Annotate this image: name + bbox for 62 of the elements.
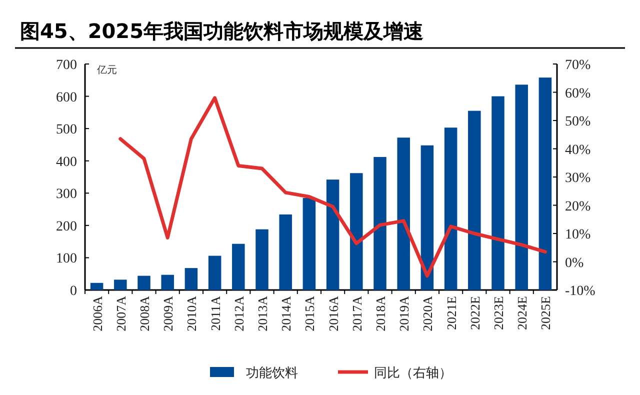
bar	[232, 244, 245, 290]
x-tick-label: 2013A	[255, 295, 270, 332]
legend-label: 同比（右轴）	[374, 366, 452, 381]
y-tick-label: 100	[56, 252, 77, 267]
x-tick-label: 2007A	[113, 295, 128, 332]
bar	[374, 156, 386, 290]
x-tick-label: 2021E	[444, 296, 459, 330]
x-tick-label: 2018A	[373, 295, 388, 332]
x-tick-label: 2019A	[396, 295, 412, 332]
bar	[90, 282, 104, 290]
y2-tick-label: 20%	[565, 199, 591, 214]
bar	[420, 145, 434, 290]
x-tick-label: 2025E	[538, 296, 554, 330]
x-tick-label: 2010A	[184, 295, 200, 332]
y-tick-label: 300	[56, 187, 77, 202]
y2-tick-label: 40%	[565, 142, 591, 158]
x-tick-label: 2012A	[231, 295, 246, 332]
line-series	[118, 96, 547, 278]
bar	[397, 138, 410, 290]
x-tick-label: 2023E	[491, 296, 506, 330]
bar	[184, 268, 198, 290]
bar	[350, 173, 363, 290]
y2-tick-label: 10%	[565, 228, 591, 242]
x-tick-label: 2020A	[420, 295, 436, 332]
x-tick-label: 2009A	[160, 295, 176, 332]
x-tick-label: 2015A	[302, 295, 318, 332]
y-tick-label: 400	[56, 154, 77, 170]
y2-tick-label: 70%	[565, 58, 591, 73]
y2-tick-label: 60%	[565, 86, 591, 102]
bar	[279, 214, 292, 290]
bar	[208, 256, 222, 290]
y2-tick-label: -10%	[565, 284, 596, 299]
y-tick-label: 600	[56, 90, 77, 106]
x-tick-label: 2011A	[208, 295, 223, 331]
bar	[326, 180, 340, 290]
bar	[444, 128, 458, 290]
y2-tick-label: 30%	[565, 171, 591, 186]
legend-label: 功能饮料	[246, 366, 298, 381]
y-axis-title: 亿元	[96, 65, 117, 76]
y-tick-label: 500	[56, 122, 77, 138]
x-tick-label: 2006A	[90, 295, 105, 332]
x-tick-label: 2017A	[349, 295, 364, 332]
y2-tick-label: 50%	[565, 114, 591, 130]
bar	[161, 274, 174, 290]
title: 图45、2025年我国功能饮料市场规模及增速	[20, 19, 424, 43]
bar	[114, 280, 127, 290]
bar	[468, 110, 481, 290]
bar	[492, 96, 504, 290]
x-tick-label: 2008A	[137, 295, 152, 332]
x-tick-label: 2022E	[467, 296, 482, 330]
bar	[515, 84, 528, 290]
x-tick-label: 2024E	[514, 296, 530, 330]
y-tick-label: 0	[70, 284, 77, 299]
y-tick-label: 700	[56, 58, 77, 73]
x-tick-label: 2016A	[326, 295, 341, 332]
bar	[302, 198, 316, 290]
y2-tick-label: 0%	[565, 256, 584, 271]
y-tick-label: 200	[56, 219, 77, 234]
bar	[138, 276, 150, 290]
bar	[538, 78, 552, 290]
bar	[256, 229, 268, 290]
x-tick-label: 2014A	[278, 295, 294, 332]
